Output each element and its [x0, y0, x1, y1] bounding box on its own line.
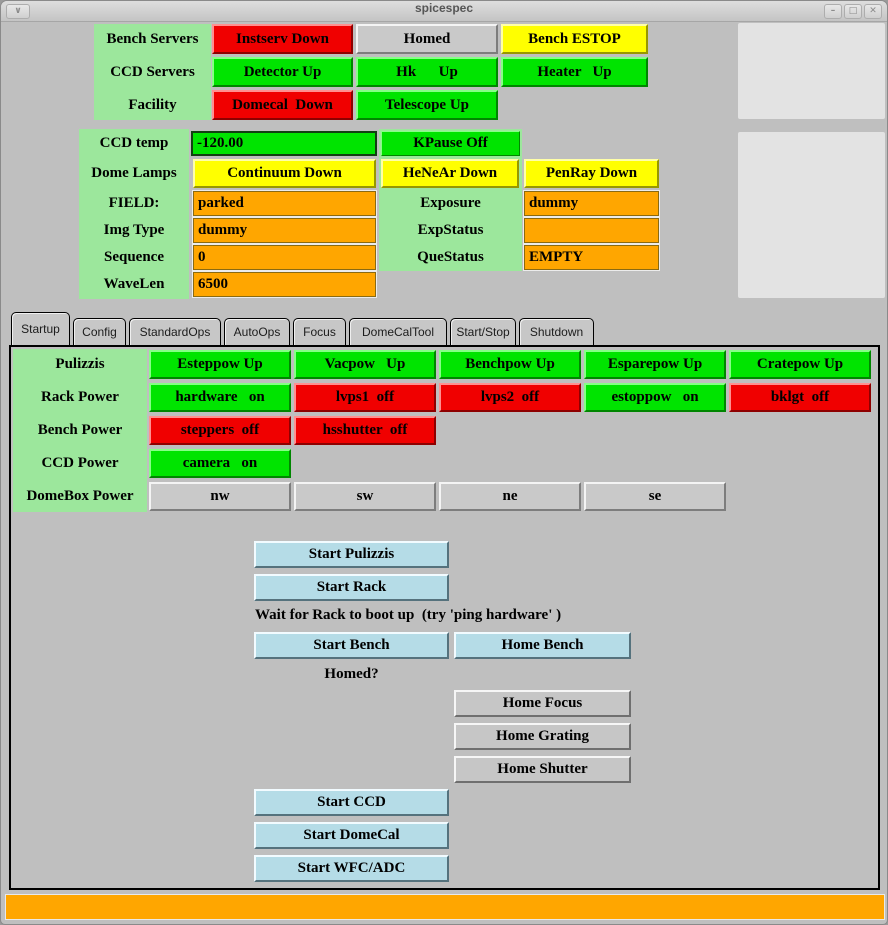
tab-config[interactable]: Config	[73, 318, 126, 345]
minimize-icon: –	[830, 6, 836, 16]
continuum-lamp-button[interactable]: Continuum Down	[193, 159, 376, 188]
row-label-bench-servers: Bench Servers	[106, 30, 199, 47]
wavelen-label: WaveLen	[103, 276, 165, 292]
cratepow-button[interactable]: Cratepow Up	[729, 350, 871, 379]
hsshutter-button[interactable]: hsshutter off	[294, 416, 436, 445]
camera-button[interactable]: camera on	[149, 449, 291, 478]
domebox-power-row-label: DomeBox Power	[26, 488, 134, 504]
telescope-status-button[interactable]: Telescope Up	[356, 90, 498, 120]
domebox-ne-button[interactable]: ne	[439, 482, 581, 511]
row-label-facility: Facility	[128, 96, 177, 113]
rack-power-row-label: Rack Power	[41, 389, 119, 405]
bench-power-row-label: Bench Power	[37, 422, 123, 438]
questatus-label: QueStatus	[417, 249, 484, 265]
instserv-status-button[interactable]: Instserv Down	[212, 24, 353, 54]
side-panel-bottom	[738, 132, 885, 298]
estoppow-button[interactable]: estoppow on	[584, 383, 726, 412]
domebox-sw-button[interactable]: sw	[294, 482, 436, 511]
sequence-input[interactable]: 0	[192, 244, 377, 271]
server-label-column	[94, 24, 211, 120]
side-panel-top	[738, 23, 885, 119]
exposure-label: Exposure	[420, 195, 481, 211]
bench-estop-button[interactable]: Bench ESTOP	[501, 24, 648, 54]
expstatus-readout	[523, 217, 660, 244]
benchpow-button[interactable]: Benchpow Up	[439, 350, 581, 379]
ccd-temp-readout: -120.00	[191, 131, 377, 156]
tab-shutdown[interactable]: Shutdown	[519, 318, 594, 345]
chevron-down-icon: ∨	[14, 6, 22, 16]
lvps2-button[interactable]: lvps2 off	[439, 383, 581, 412]
close-button[interactable]: ✕	[864, 4, 882, 19]
tab-autoops[interactable]: AutoOps	[224, 318, 290, 345]
tab-domecaltool[interactable]: DomeCalTool	[349, 318, 447, 345]
kpause-button[interactable]: KPause Off	[381, 131, 520, 156]
home-grating-button[interactable]: Home Grating	[454, 723, 631, 750]
dome-lamps-label: Dome Lamps	[91, 165, 177, 181]
heater-status-button[interactable]: Heater Up	[501, 57, 648, 87]
homed-status-button[interactable]: Homed	[356, 24, 498, 54]
start-rack-button[interactable]: Start Rack	[254, 574, 449, 601]
tab-standardops[interactable]: StandardOps	[129, 318, 221, 345]
domecal-status-button[interactable]: Domecal Down	[212, 90, 353, 120]
home-focus-button[interactable]: Home Focus	[454, 690, 631, 717]
penray-lamp-button[interactable]: PenRay Down	[524, 159, 659, 188]
hk-status-button[interactable]: Hk Up	[356, 57, 498, 87]
img-type-input[interactable]: dummy	[192, 217, 377, 244]
power-label-column	[13, 349, 147, 512]
exposure-readout: dummy	[523, 190, 660, 217]
minimize-button[interactable]: –	[824, 4, 842, 19]
tab-startstop[interactable]: Start/Stop	[450, 318, 516, 345]
homed-question-note: Homed?	[324, 666, 379, 682]
domebox-se-button[interactable]: se	[584, 482, 726, 511]
start-bench-button[interactable]: Start Bench	[254, 632, 449, 659]
maximize-button[interactable]: □	[844, 4, 862, 19]
row-label-ccd-servers: CCD Servers	[110, 63, 195, 80]
henear-lamp-button[interactable]: HeNeAr Down	[381, 159, 519, 188]
pulizzis-row-label: Pulizzis	[55, 356, 105, 372]
start-wfc-adc-button[interactable]: Start WFC/ADC	[254, 855, 449, 882]
title-bar: ∨ spicespec – □ ✕	[1, 1, 887, 22]
vacpow-button[interactable]: Vacpow Up	[294, 350, 436, 379]
domebox-nw-button[interactable]: nw	[149, 482, 291, 511]
lvps1-button[interactable]: lvps1 off	[294, 383, 436, 412]
ccd-power-row-label: CCD Power	[41, 455, 119, 471]
status-label-column	[79, 129, 189, 299]
maximize-icon: □	[848, 6, 858, 16]
tab-startup[interactable]: Startup	[11, 312, 70, 345]
wavelen-input[interactable]: 6500	[192, 271, 377, 298]
field-input[interactable]: parked	[192, 190, 377, 217]
field-label: FIELD:	[108, 195, 160, 211]
window-menu-button[interactable]: ∨	[6, 4, 30, 19]
img-type-label: Img Type	[103, 222, 165, 238]
start-ccd-button[interactable]: Start CCD	[254, 789, 449, 816]
sequence-label: Sequence	[104, 249, 164, 265]
bottom-status-strip	[5, 894, 885, 920]
home-shutter-button[interactable]: Home Shutter	[454, 756, 631, 783]
start-pulizzis-button[interactable]: Start Pulizzis	[254, 541, 449, 568]
esparepow-button[interactable]: Esparepow Up	[584, 350, 726, 379]
start-domecal-button[interactable]: Start DomeCal	[254, 822, 449, 849]
home-bench-button[interactable]: Home Bench	[454, 632, 631, 659]
expstatus-label: ExpStatus	[417, 222, 484, 238]
bklgt-button[interactable]: bklgt off	[729, 383, 871, 412]
hardware-button[interactable]: hardware on	[149, 383, 291, 412]
close-icon: ✕	[869, 6, 877, 16]
tab-focus[interactable]: Focus	[293, 318, 346, 345]
questatus-readout: EMPTY	[523, 244, 660, 271]
wait-for-rack-note: Wait for Rack to boot up (try 'ping hard…	[255, 607, 562, 623]
window-title: spicespec	[414, 1, 474, 15]
ccd-temp-label: CCD temp	[99, 135, 169, 151]
detector-status-button[interactable]: Detector Up	[212, 57, 353, 87]
esteppow-button[interactable]: Esteppow Up	[149, 350, 291, 379]
steppers-button[interactable]: steppers off	[149, 416, 291, 445]
